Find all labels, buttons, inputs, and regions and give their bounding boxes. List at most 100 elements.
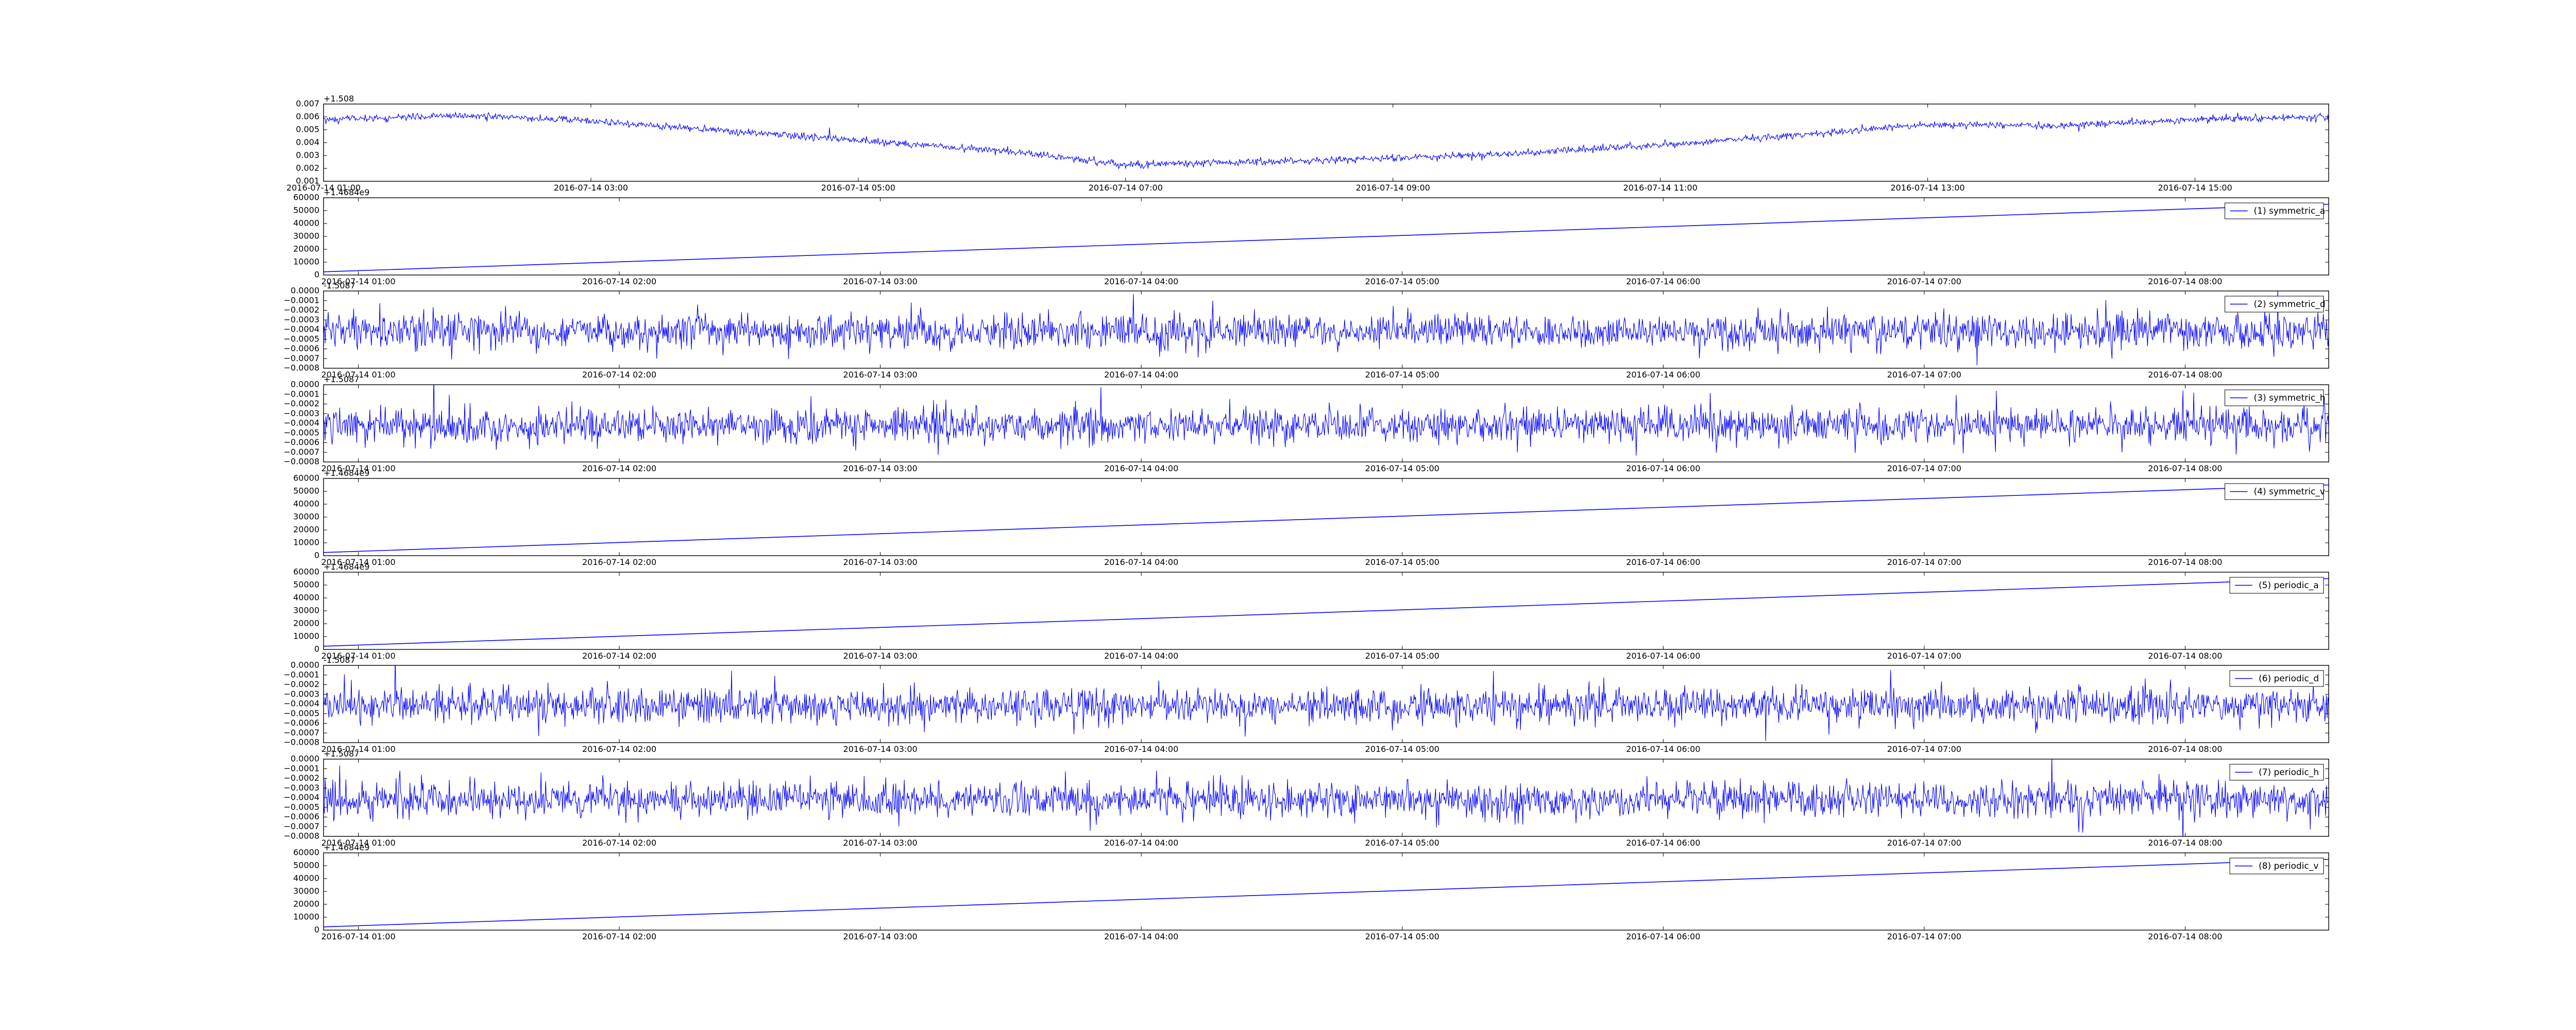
axes-frame <box>323 572 2329 650</box>
y-tick-label: −0.0007 <box>284 353 319 363</box>
axis-offset-text: -1.5087 <box>324 655 355 665</box>
y-tick-label: −0.0004 <box>284 418 319 428</box>
y-tick-label: −0.0006 <box>284 718 319 728</box>
y-tick-label: −0.0005 <box>284 802 319 812</box>
y-tick-label: −0.0001 <box>284 295 319 305</box>
x-tick-label: 2016-07-14 04:00 <box>1104 557 1178 567</box>
y-tick-label: 30000 <box>293 886 319 896</box>
axis-offset-text: +1.5087 <box>324 749 359 759</box>
y-tick-label: −0.0005 <box>284 334 319 344</box>
x-tick-label: 2016-07-14 07:00 <box>1887 557 1961 567</box>
subplot-1: 0.001 0.002 0.003 0.004 0.005 0.006 0.007 2016-… <box>286 94 2329 193</box>
axes-frame <box>323 104 2329 182</box>
x-tick-label: 2016-07-14 05:00 <box>1365 744 1439 754</box>
x-tick-label: 2016-07-14 02:00 <box>582 277 656 286</box>
y-tick-label: 20000 <box>293 899 319 909</box>
axis-offset-text: +1.4684e9 <box>324 468 369 478</box>
y-tick-label: 20000 <box>293 244 319 254</box>
x-tick-label: 2016-07-14 07:00 <box>1887 932 1961 941</box>
x-tick-label: 2016-07-14 01:00 <box>321 464 395 473</box>
legend-label: (3) symmetric_h <box>2254 393 2326 403</box>
y-tick-label: −0.0003 <box>284 783 319 793</box>
legend-label: (1) symmetric_a <box>2254 206 2326 216</box>
subplot-5: 0 10000 20000 30000 40000 50000 60000 2016-07-1… <box>293 468 2329 567</box>
y-tick-label: 60000 <box>293 193 319 202</box>
y-tick-label: 40000 <box>293 873 319 883</box>
legend-label: (5) periodic_a <box>2259 580 2319 591</box>
x-tick-label: 2016-07-14 07:00 <box>1089 183 1163 193</box>
legend-label: (4) symmetric_v <box>2254 487 2325 497</box>
x-tick-label: 2016-07-14 06:00 <box>1626 744 1700 754</box>
y-tick-label: 0.003 <box>296 150 319 160</box>
axes-frame <box>323 852 2329 931</box>
subplot-2: 0 10000 20000 30000 40000 50000 60000 2016-07-1… <box>293 187 2329 286</box>
x-tick-label: 2016-07-14 01:00 <box>286 183 361 193</box>
x-tick-label: 2016-07-14 04:00 <box>1104 932 1178 941</box>
y-tick-label: 0.0000 <box>291 286 319 296</box>
y-tick-label: −0.0003 <box>284 315 319 324</box>
y-tick-label: 40000 <box>293 593 319 603</box>
x-tick-label: 2016-07-14 05:00 <box>1365 464 1439 473</box>
x-tick-label: 2016-07-14 08:00 <box>2148 557 2222 567</box>
y-tick-label: −0.0003 <box>284 408 319 418</box>
axis-offset-text: -1.5087 <box>324 281 355 290</box>
y-tick-label: −0.0004 <box>284 699 319 709</box>
x-tick-label: 2016-07-14 02:00 <box>582 932 656 941</box>
y-tick-label: −0.0005 <box>284 708 319 718</box>
legend-label: (6) periodic_d <box>2259 674 2319 684</box>
axis-offset-text: +1.508 <box>324 94 354 104</box>
x-tick-label: 2016-07-14 06:00 <box>1626 651 1700 661</box>
series-line <box>324 665 2329 741</box>
x-tick-label: 2016-07-14 03:00 <box>843 651 918 661</box>
x-tick-label: 2016-07-14 06:00 <box>1626 932 1700 941</box>
y-tick-label: −0.0005 <box>284 427 319 437</box>
x-tick-label: 2016-07-14 02:00 <box>582 557 656 567</box>
y-tick-label: 60000 <box>293 567 319 577</box>
x-tick-label: 2016-07-14 02:00 <box>582 370 656 380</box>
x-tick-label: 2016-07-14 06:00 <box>1626 464 1700 473</box>
x-tick-label: 2016-07-14 05:00 <box>1365 651 1439 661</box>
x-tick-label: 2016-07-14 03:00 <box>554 183 628 193</box>
y-tick-label: 10000 <box>293 912 319 922</box>
series-line <box>324 759 2329 836</box>
x-tick-label: 2016-07-14 04:00 <box>1104 838 1178 848</box>
y-tick-label: −0.0004 <box>284 324 319 334</box>
x-tick-label: 2016-07-14 08:00 <box>2148 277 2222 286</box>
y-tick-label: 0.007 <box>296 99 319 109</box>
axis-offset-text: +1.5087 <box>324 374 359 384</box>
y-tick-label: −0.0008 <box>284 457 319 467</box>
x-tick-label: 2016-07-14 06:00 <box>1626 838 1700 848</box>
x-tick-label: 2016-07-14 01:00 <box>321 557 395 567</box>
y-tick-label: 0.0000 <box>291 754 319 764</box>
y-tick-label: 10000 <box>293 631 319 641</box>
y-tick-label: −0.0002 <box>284 399 319 408</box>
axes-frame <box>323 759 2329 837</box>
y-tick-label: −0.0003 <box>284 689 319 699</box>
axes-frame <box>323 290 2329 369</box>
x-tick-label: 2016-07-14 02:00 <box>582 464 656 473</box>
x-tick-label: 2016-07-14 04:00 <box>1104 464 1178 473</box>
axes-frame <box>323 478 2329 556</box>
x-tick-label: 2016-07-14 05:00 <box>821 183 895 193</box>
x-tick-label: 2016-07-14 05:00 <box>1365 932 1439 941</box>
y-tick-label: −0.0008 <box>284 831 319 841</box>
y-tick-label: 0 <box>314 551 319 560</box>
x-tick-label: 2016-07-14 03:00 <box>843 557 918 567</box>
y-tick-label: 60000 <box>293 473 319 483</box>
x-tick-label: 2016-07-14 01:00 <box>321 744 395 754</box>
y-tick-label: 0.005 <box>296 125 319 134</box>
x-tick-label: 2016-07-14 01:00 <box>321 838 395 848</box>
x-tick-label: 2016-07-14 01:00 <box>321 370 395 380</box>
x-tick-label: 2016-07-14 02:00 <box>582 838 656 848</box>
x-tick-label: 2016-07-14 03:00 <box>843 370 918 380</box>
x-tick-label: 2016-07-14 08:00 <box>2148 370 2222 380</box>
series-line <box>324 859 2329 928</box>
x-tick-label: 2016-07-14 02:00 <box>582 651 656 661</box>
y-tick-label: 30000 <box>293 606 319 615</box>
x-tick-label: 2016-07-14 07:00 <box>1887 651 1961 661</box>
x-tick-label: 2016-07-14 05:00 <box>1365 277 1439 286</box>
x-tick-label: 2016-07-14 06:00 <box>1626 277 1700 286</box>
y-tick-label: −0.0007 <box>284 821 319 831</box>
x-tick-label: 2016-07-14 04:00 <box>1104 744 1178 754</box>
axis-offset-text: +1.4684e9 <box>324 562 369 572</box>
